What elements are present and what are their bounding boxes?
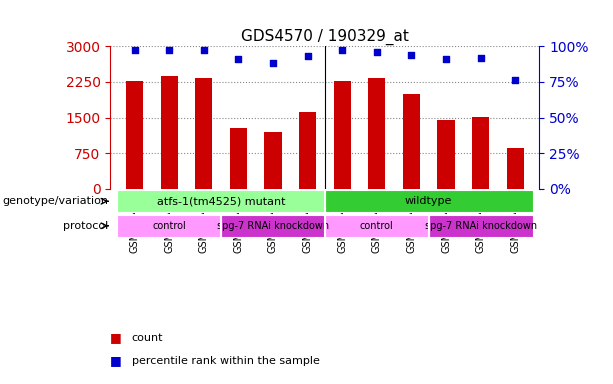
Text: genotype/variation: genotype/variation (2, 196, 109, 206)
Point (372, 49, 382, 55)
Bar (506, 147, 524, 189)
Point (199, 47, 208, 53)
Point (337, 47, 347, 53)
Bar (230, 128, 247, 189)
FancyBboxPatch shape (221, 215, 325, 237)
Bar (472, 117, 489, 189)
Text: percentile rank within the sample: percentile rank within the sample (132, 356, 319, 366)
Text: spg-7 RNAi knockdown: spg-7 RNAi knockdown (425, 221, 536, 231)
Point (268, 60, 278, 66)
Bar (403, 94, 420, 189)
Text: protocol: protocol (63, 221, 109, 231)
Point (164, 47, 174, 53)
FancyBboxPatch shape (325, 215, 428, 237)
Point (406, 51, 416, 58)
Title: GDS4570 / 190329_at: GDS4570 / 190329_at (241, 28, 409, 45)
FancyBboxPatch shape (117, 215, 221, 237)
Bar (299, 112, 316, 189)
Text: control: control (152, 221, 186, 231)
Text: wildtype: wildtype (405, 196, 452, 206)
Bar (264, 132, 281, 189)
Bar (368, 78, 386, 189)
Text: ■: ■ (110, 354, 122, 367)
Text: spg-7 RNAi knockdown: spg-7 RNAi knockdown (217, 221, 329, 231)
Point (303, 53, 313, 59)
Point (476, 55, 485, 61)
Bar (126, 81, 143, 189)
Point (441, 56, 451, 62)
Bar (333, 81, 351, 189)
FancyBboxPatch shape (117, 190, 325, 212)
Point (234, 56, 243, 62)
Text: control: control (360, 221, 394, 231)
Text: ■: ■ (110, 331, 122, 344)
Bar (161, 76, 178, 189)
Bar (195, 78, 213, 189)
Point (130, 47, 140, 53)
FancyBboxPatch shape (325, 190, 533, 212)
FancyBboxPatch shape (428, 215, 533, 237)
Point (510, 77, 520, 83)
Bar (437, 120, 455, 189)
Text: atfs-1(tm4525) mutant: atfs-1(tm4525) mutant (157, 196, 285, 206)
Text: count: count (132, 333, 163, 343)
